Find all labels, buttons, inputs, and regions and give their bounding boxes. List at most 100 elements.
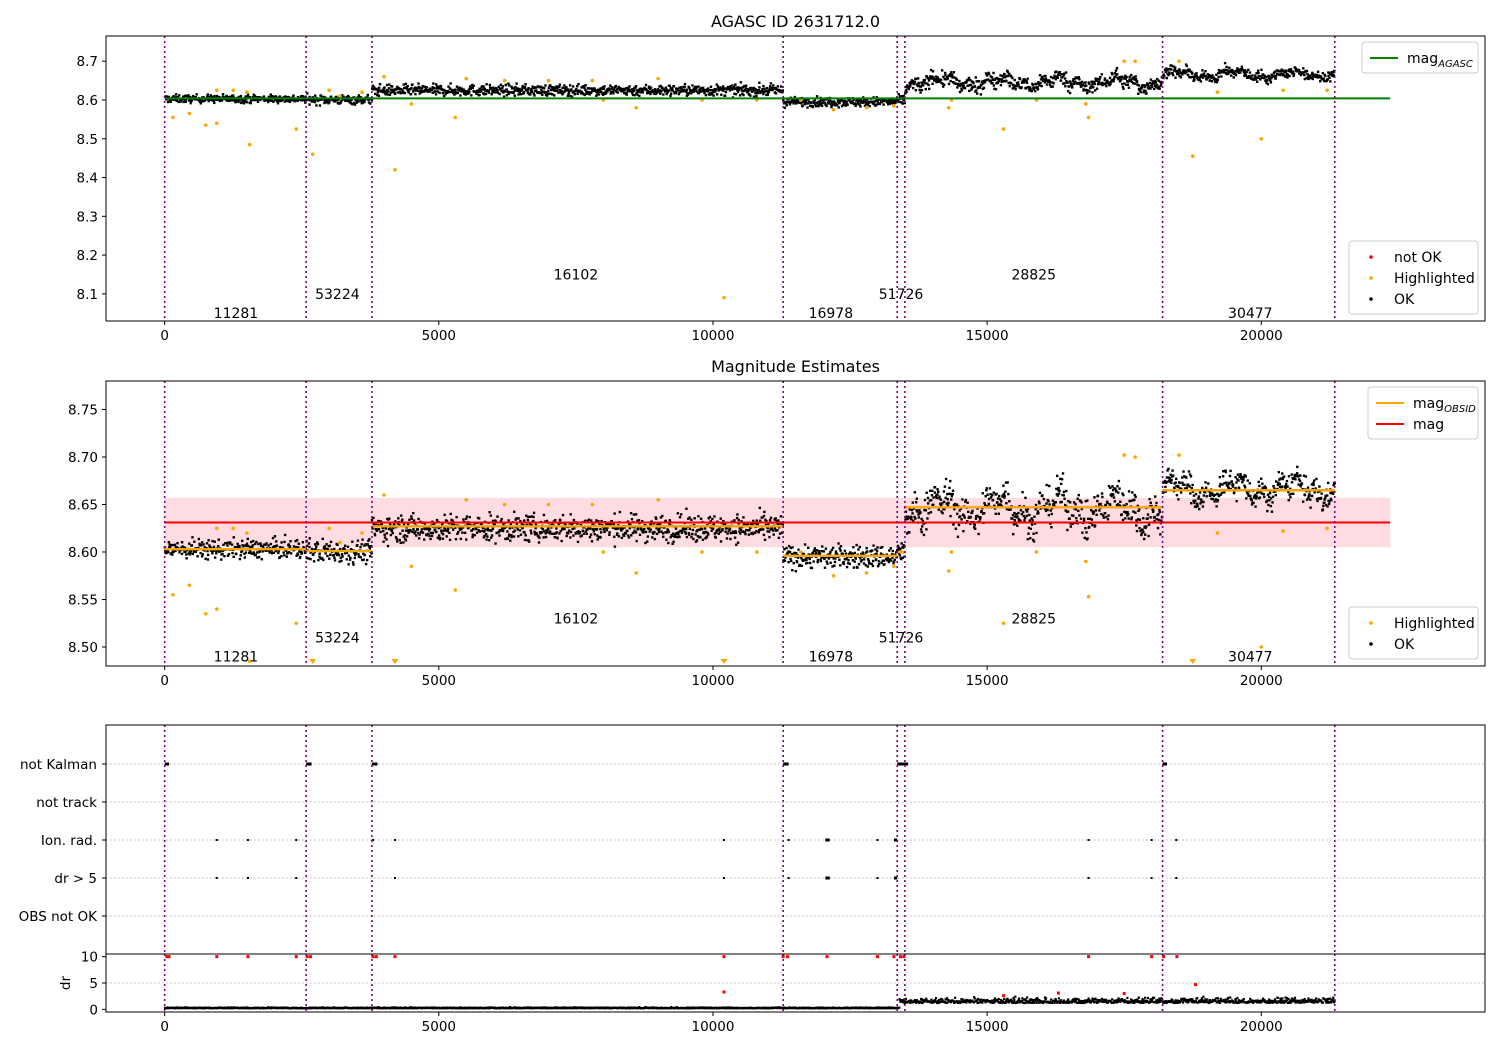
ok-point [765, 93, 768, 97]
ok-point [748, 528, 751, 532]
ok-point [247, 544, 250, 548]
ok-point [1159, 84, 1163, 87]
ok-point [1319, 75, 1322, 78]
ok-point [881, 545, 884, 549]
ok-point [1280, 485, 1284, 488]
ok-point [944, 74, 947, 77]
ok-point [1226, 483, 1229, 487]
ok-point [1112, 496, 1116, 499]
ok-point [617, 85, 620, 89]
ok-point [1166, 469, 1169, 472]
ok-point [185, 557, 188, 560]
ok-point [328, 544, 331, 547]
ok-point [1039, 78, 1043, 81]
ok-point [220, 99, 224, 102]
ok-point [1297, 69, 1301, 72]
ok-point [218, 99, 222, 103]
flag-point [876, 839, 879, 841]
ok-point [616, 91, 620, 94]
ok-point [683, 89, 686, 93]
ok-point [449, 90, 453, 94]
ok-point [758, 506, 762, 510]
ok-point [813, 98, 817, 102]
ok-point [715, 83, 718, 86]
ok-point [1052, 82, 1055, 85]
ok-point [1237, 71, 1241, 75]
ok-point [1012, 86, 1016, 90]
ok-point [975, 89, 978, 92]
highlighted-point [453, 588, 458, 592]
ok-point [361, 100, 364, 103]
ok-point [1139, 90, 1142, 94]
ok-point [644, 541, 647, 545]
ok-point [1268, 491, 1272, 495]
ok-point [800, 102, 803, 105]
ok-point [1026, 77, 1029, 80]
ok-point [950, 495, 953, 498]
ok-point [640, 528, 643, 532]
ok-point [1259, 491, 1262, 494]
ok-point [655, 532, 659, 536]
ok-point [696, 90, 699, 94]
ok-point [635, 92, 638, 95]
ok-point [665, 531, 669, 534]
ok-point [406, 529, 409, 532]
ok-point [482, 85, 485, 88]
ok-point [584, 88, 587, 92]
ok-point [1223, 481, 1226, 485]
ok-point [794, 102, 798, 105]
ok-point [657, 523, 660, 526]
ok-point [1153, 82, 1156, 85]
ok-point [942, 75, 945, 79]
ok-point [1091, 510, 1094, 513]
ok-point [1040, 75, 1044, 79]
ok-point [1316, 70, 1320, 74]
ok-point [364, 543, 368, 547]
ok-point [297, 98, 300, 101]
ok-point [528, 523, 532, 526]
ok-point [1282, 69, 1285, 72]
ok-point [356, 98, 359, 102]
ok-point [678, 535, 681, 539]
ok-point [915, 77, 918, 81]
ok-point [570, 523, 574, 526]
ok-point [678, 86, 681, 90]
ok-point [877, 562, 881, 566]
ok-point [1138, 526, 1141, 530]
ok-point [1092, 512, 1095, 515]
ok-point [428, 87, 431, 90]
ok-point [934, 75, 938, 78]
ok-point [1283, 485, 1287, 488]
ok-point [1285, 479, 1289, 483]
ok-point [587, 518, 591, 521]
ok-point [359, 96, 363, 99]
ok-point [351, 103, 354, 106]
ok-point [1303, 493, 1307, 497]
ok-point [1063, 82, 1066, 85]
ok-point [1044, 74, 1047, 78]
ok-point [1225, 72, 1229, 76]
ok-point [842, 100, 845, 104]
highlighted-point [203, 123, 208, 127]
ok-point [1057, 486, 1060, 490]
ok-point [871, 100, 874, 103]
ok-point [503, 526, 506, 530]
ok-point [429, 531, 433, 535]
ok-point [941, 82, 945, 86]
ok-point [444, 92, 447, 96]
ok-point [278, 556, 281, 559]
ok-point [1284, 482, 1288, 486]
ok-point [876, 100, 879, 103]
ok-point [1138, 508, 1141, 511]
ok-point [270, 551, 274, 555]
ok-point [314, 98, 317, 102]
ok-point [249, 101, 252, 105]
ok-point [449, 87, 452, 90]
ok-point [1295, 473, 1298, 477]
ok-point [1093, 80, 1096, 84]
ok-point [1101, 495, 1104, 499]
ok-point [921, 519, 925, 523]
ok-point [611, 90, 615, 93]
ok-point [1252, 501, 1255, 505]
ok-point [1151, 508, 1154, 511]
